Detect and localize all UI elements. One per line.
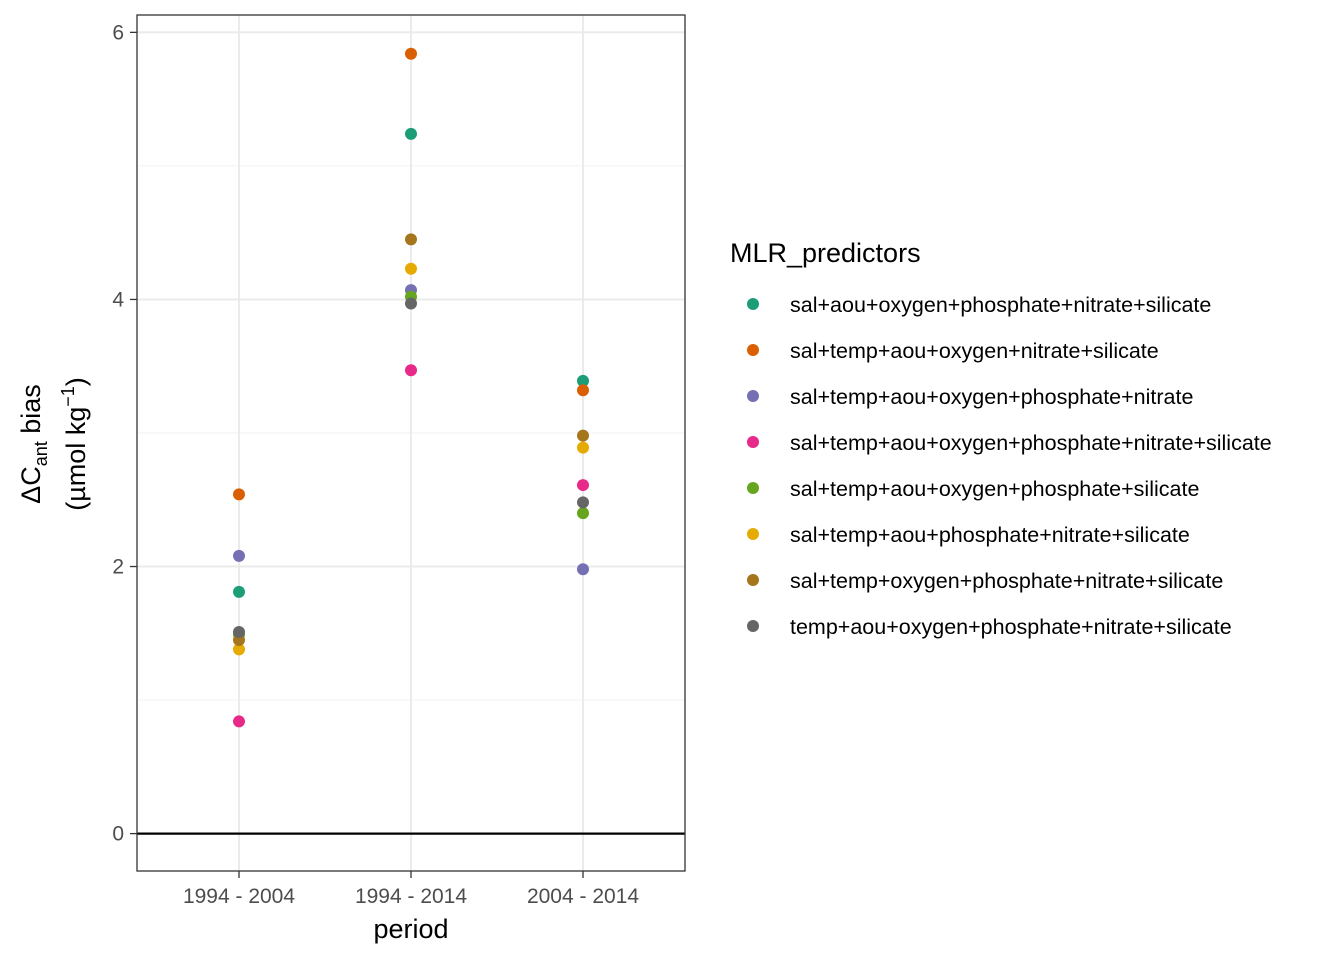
y-axis-title-subscript: ant <box>31 441 51 466</box>
data-point <box>405 364 417 377</box>
legend-key <box>747 298 759 310</box>
x-tick-labels: 1994 - 2004 1994 - 2014 2004 - 2014 <box>183 885 639 908</box>
data-point <box>233 488 245 501</box>
legend-label: sal+temp+aou+oxygen+nitrate+silicate <box>790 339 1159 363</box>
data-point <box>577 507 589 520</box>
data-point <box>405 127 417 140</box>
legend-key <box>747 528 759 540</box>
data-point <box>405 262 417 275</box>
x-tick-label: 2004 - 2014 <box>527 885 639 908</box>
data-point <box>577 441 589 454</box>
legend-key <box>747 436 759 448</box>
y-axis-unit-open: (µmol kg <box>61 407 91 511</box>
data-point <box>233 549 245 562</box>
data-point <box>233 643 245 656</box>
legend-label: sal+temp+aou+phosphate+nitrate+silicate <box>790 523 1190 547</box>
data-point <box>577 479 589 492</box>
y-tick-label: 6 <box>112 21 124 44</box>
data-point <box>233 625 245 638</box>
y-axis-title-suffix: bias <box>16 384 46 441</box>
legend-key <box>747 482 759 494</box>
data-point <box>405 233 417 246</box>
legend-items: sal+aou+oxygen+phosphate+nitrate+silicat… <box>747 293 1272 639</box>
legend-label: sal+aou+oxygen+phosphate+nitrate+silicat… <box>790 293 1211 317</box>
x-axis-title: period <box>373 914 448 944</box>
y-axis-unit-superscript: −1 <box>58 386 78 407</box>
legend-label: temp+aou+oxygen+phosphate+nitrate+silica… <box>790 615 1232 639</box>
data-point <box>233 585 245 598</box>
data-point <box>405 47 417 60</box>
y-tick-label: 0 <box>112 823 124 846</box>
data-point <box>405 297 417 310</box>
legend-label: sal+temp+aou+oxygen+phosphate+nitrate <box>790 385 1193 409</box>
x-tick-label: 1994 - 2014 <box>355 885 467 908</box>
y-axis-title-line1: ΔCant bias <box>16 384 51 504</box>
data-point <box>233 715 245 728</box>
y-axis-title: ΔCant bias (µmol kg−1) <box>16 377 91 511</box>
data-point <box>577 563 589 576</box>
legend-title: MLR_predictors <box>730 238 921 268</box>
x-tick-label: 1994 - 2004 <box>183 885 295 908</box>
legend-key <box>747 344 759 356</box>
points-layer <box>233 47 589 728</box>
y-tick-label: 2 <box>112 556 124 579</box>
legend-key <box>747 620 759 632</box>
legend-key <box>747 390 759 402</box>
y-axis-title-line2: (µmol kg−1) <box>58 377 91 511</box>
y-axis-title-prefix: ΔC <box>16 466 46 504</box>
legend-label: sal+temp+oxygen+phosphate+nitrate+silica… <box>790 569 1223 593</box>
y-tick-label: 4 <box>112 288 124 311</box>
legend-label: sal+temp+aou+oxygen+phosphate+silicate <box>790 477 1199 501</box>
legend-key <box>747 574 759 586</box>
y-tick-labels: 0 2 4 6 <box>112 21 124 845</box>
data-point <box>577 496 589 509</box>
axis-ticks <box>130 31 584 878</box>
y-axis-unit-close: ) <box>61 377 91 386</box>
data-point <box>577 429 589 442</box>
legend: MLR_predictors sal+aou+oxygen+phosphate+… <box>730 238 1272 639</box>
legend-label: sal+temp+aou+oxygen+phosphate+nitrate+si… <box>790 431 1272 455</box>
data-point <box>577 384 589 397</box>
data-point <box>577 374 589 387</box>
